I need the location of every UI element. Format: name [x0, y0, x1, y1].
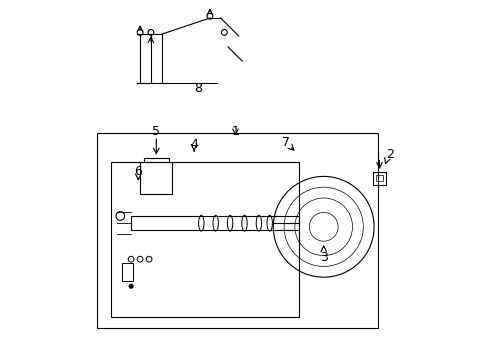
- Circle shape: [129, 284, 133, 288]
- Bar: [372, 172, 385, 185]
- Text: 7: 7: [281, 136, 289, 149]
- Text: 6: 6: [134, 165, 142, 177]
- Bar: [97, 133, 377, 328]
- Text: 8: 8: [193, 82, 201, 95]
- Text: 3: 3: [319, 251, 327, 264]
- Text: 2: 2: [386, 148, 393, 161]
- Bar: [376, 175, 382, 181]
- Bar: [122, 263, 133, 281]
- Text: 1: 1: [231, 125, 239, 138]
- Bar: [111, 162, 298, 317]
- Bar: [131, 216, 298, 230]
- Text: 5: 5: [152, 125, 160, 138]
- Text: 4: 4: [190, 138, 198, 150]
- Bar: [140, 162, 172, 194]
